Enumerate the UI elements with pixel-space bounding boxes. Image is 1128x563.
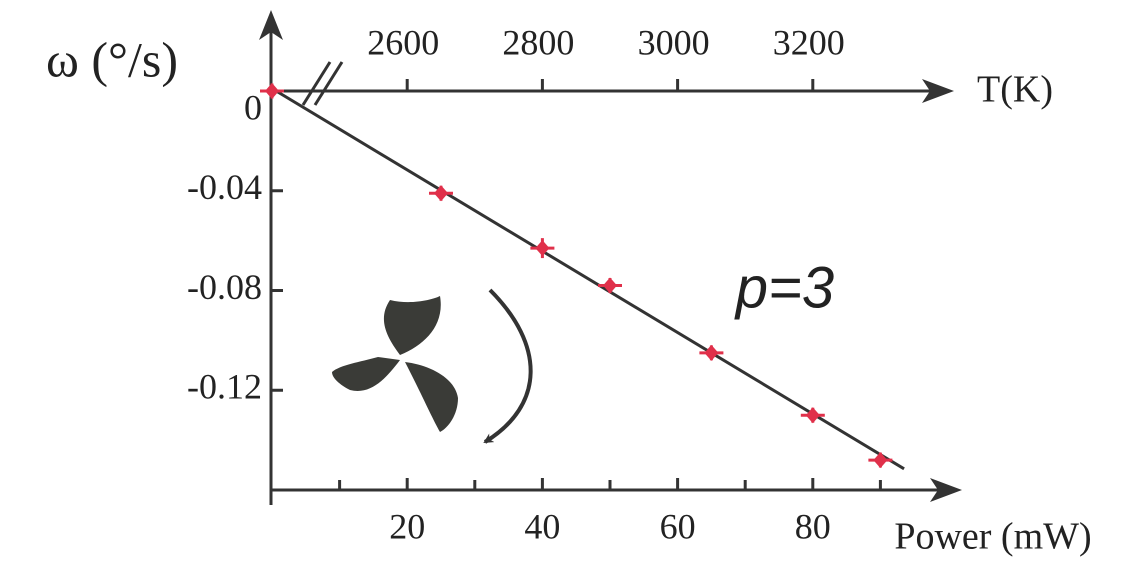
data-point	[704, 344, 719, 361]
x-tick-label: 40	[524, 506, 560, 546]
x-arrow	[930, 478, 962, 502]
fan-icon	[332, 296, 458, 432]
data-point	[603, 277, 617, 294]
annotation: p=3	[734, 255, 834, 320]
y-tick-label: -0.04	[187, 167, 262, 207]
x2-tick-label: 3000	[638, 22, 710, 62]
x2-tick-label: 2600	[367, 22, 439, 62]
x2-tick-label: 2800	[502, 22, 574, 62]
x-label: Power (mW)	[894, 516, 1091, 558]
fit-line	[271, 87, 905, 471]
axis-break	[313, 61, 344, 106]
data-point	[265, 83, 279, 99]
x2-arrow	[922, 79, 954, 103]
x-tick-label: 20	[389, 506, 425, 546]
x2-tick-label: 3200	[773, 22, 845, 62]
y-label: ω (°/s)	[46, 31, 178, 87]
y-tick-label: 0	[244, 87, 262, 127]
y-tick-label: -0.08	[187, 267, 262, 307]
data-point	[873, 452, 888, 469]
y-tick-label: -0.12	[187, 367, 262, 407]
data-point	[434, 185, 448, 202]
x-tick-label: 60	[660, 506, 696, 546]
axis-break	[301, 61, 332, 106]
x2-label: T(K)	[977, 69, 1053, 111]
rotation-arrow	[483, 288, 533, 444]
data-point	[535, 240, 550, 257]
data-point	[805, 407, 820, 424]
x-tick-label: 80	[795, 506, 831, 546]
y-arrow	[259, 10, 283, 40]
